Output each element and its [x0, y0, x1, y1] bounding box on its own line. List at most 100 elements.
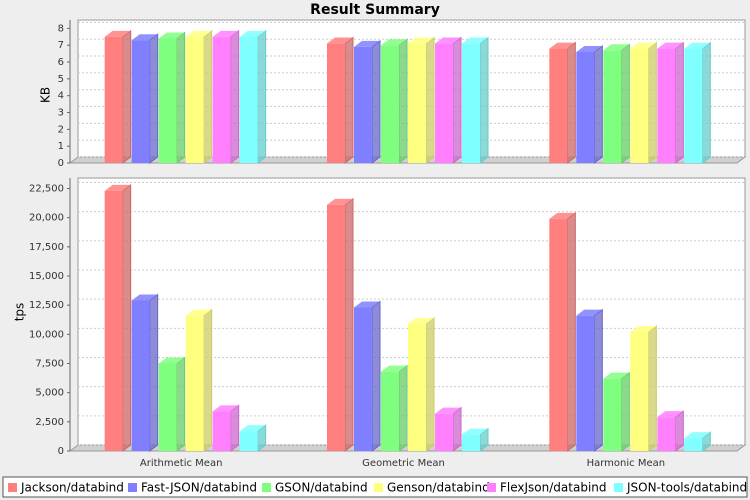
bar-side — [647, 325, 657, 452]
floor — [68, 156, 747, 164]
bar-side — [230, 29, 240, 164]
bar — [576, 51, 595, 163]
bar — [185, 36, 204, 163]
legend-swatch — [614, 483, 623, 492]
y-tick-label: 7,500 — [35, 359, 64, 370]
bar-side — [176, 356, 186, 452]
bar — [327, 204, 345, 451]
bar — [104, 190, 123, 452]
bar-top — [408, 37, 434, 44]
bar-top — [576, 45, 603, 52]
bar — [158, 38, 177, 163]
bar-side — [566, 41, 576, 164]
bar — [239, 36, 258, 163]
x-tick-label: Arithmetic Mean — [140, 458, 223, 469]
x-tick-label: Geometric Mean — [362, 458, 445, 469]
bar — [104, 36, 123, 163]
bar-side — [647, 41, 657, 164]
bar-side — [230, 404, 240, 452]
bar — [212, 36, 231, 163]
legend-swatch — [8, 483, 17, 492]
bar-side — [593, 44, 603, 164]
bar-top — [158, 32, 185, 39]
bar-top — [327, 198, 353, 205]
bar — [354, 307, 372, 451]
bar-side — [203, 308, 213, 452]
bar — [381, 371, 399, 451]
bar — [549, 218, 568, 451]
bar-side — [122, 29, 132, 164]
bar-side — [203, 29, 213, 164]
bar — [185, 315, 204, 451]
bar-top — [131, 34, 158, 41]
y-tick-label: 0 — [58, 158, 64, 169]
bar — [462, 43, 480, 163]
bar-top — [327, 37, 353, 44]
bar-top — [212, 30, 239, 37]
y-tick-label: 20,000 — [29, 213, 64, 224]
bar-top — [630, 42, 657, 49]
bar-top — [104, 184, 131, 191]
bar-top — [576, 309, 603, 316]
y-tick-label: 7 — [58, 40, 64, 51]
y-axis-label: KB — [39, 87, 53, 103]
bar-top — [603, 372, 630, 379]
bar — [462, 434, 480, 451]
bar — [657, 417, 676, 451]
legend-label: JSON-tools/databind — [626, 481, 747, 495]
bar-top — [435, 37, 461, 44]
bar-side — [122, 183, 132, 452]
y-tick-label: 22,500 — [29, 184, 64, 195]
legend-swatch — [262, 483, 271, 492]
bar — [684, 438, 703, 451]
bar-top — [158, 357, 185, 364]
bar — [408, 43, 426, 163]
bar — [158, 363, 177, 451]
bar — [603, 378, 622, 451]
bar — [354, 46, 372, 163]
bar — [549, 48, 568, 163]
bar-top — [104, 30, 131, 37]
chart-title: Result Summary — [310, 2, 440, 18]
bar-side — [452, 406, 462, 452]
bar-side — [398, 364, 408, 452]
bar — [630, 332, 649, 451]
bar-top — [630, 326, 657, 332]
bar-side — [344, 36, 354, 164]
y-tick-label: 4 — [58, 91, 64, 102]
bar-side — [371, 300, 381, 452]
bar — [435, 413, 453, 451]
y-tick-label: 17,500 — [29, 242, 64, 253]
bar-top — [354, 40, 380, 47]
legend-swatch — [487, 483, 496, 492]
bar — [131, 300, 150, 451]
bar-side — [149, 293, 159, 452]
bar — [576, 315, 595, 451]
legend-label: GSON/databind — [275, 481, 368, 495]
bar-top — [462, 428, 488, 435]
y-tick-label: 1 — [58, 141, 64, 152]
bar-top — [239, 425, 266, 432]
bar-side — [674, 41, 684, 164]
y-tick-label: 10,000 — [29, 329, 64, 340]
floor — [68, 444, 747, 452]
bar-top — [239, 30, 266, 37]
bar-top — [131, 294, 158, 301]
bar-top — [212, 405, 239, 412]
legend-label: Fast-JSON/databind — [141, 481, 257, 495]
bar-top — [185, 309, 212, 316]
legend-label: Jackson/databind — [20, 481, 124, 495]
bar-top — [684, 432, 711, 439]
y-axis-label: tps — [13, 303, 27, 322]
y-tick-label: 2 — [58, 124, 64, 135]
bar — [657, 48, 676, 163]
bar-top — [185, 30, 212, 37]
bar-side — [701, 41, 711, 164]
bar-top — [657, 411, 684, 418]
bar — [684, 48, 703, 163]
bar-side — [425, 316, 435, 452]
bar-side — [620, 371, 630, 452]
y-tick-label: 6 — [58, 57, 64, 68]
bar-side — [176, 31, 186, 164]
